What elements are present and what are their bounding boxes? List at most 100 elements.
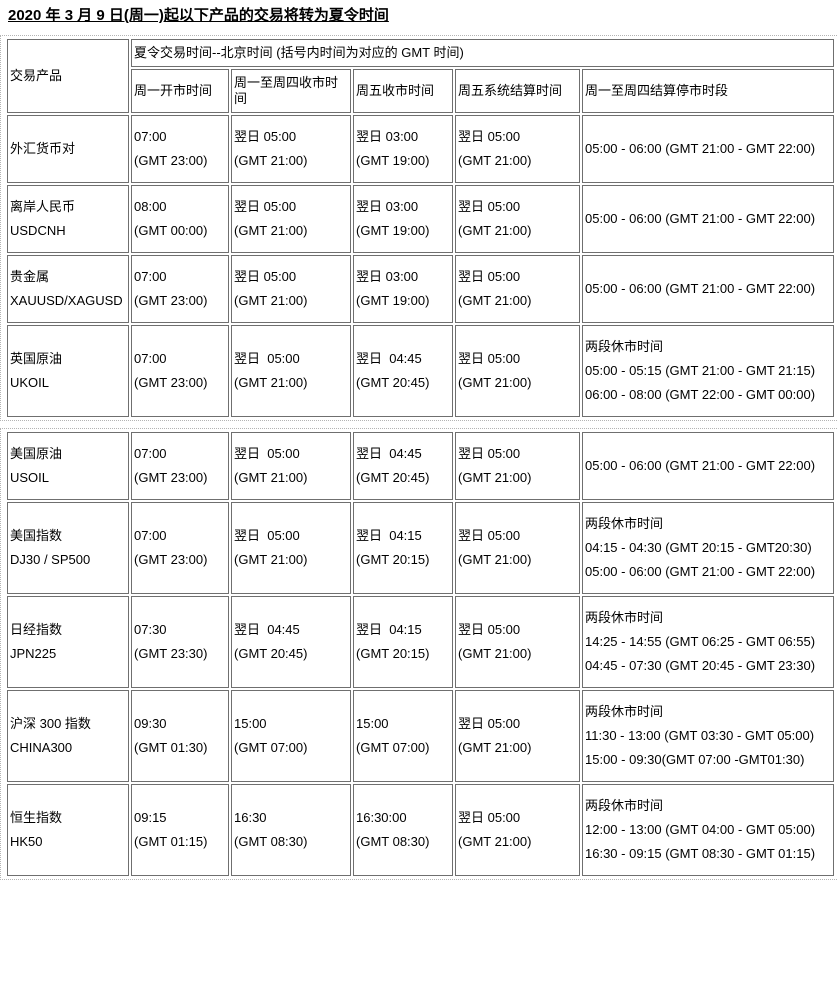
cell-line: 翌日 05:00 xyxy=(234,446,300,461)
table-row: 贵金属 XAUUSD/XAGUSD 07:00 (GMT 23:00) 翌日 05:00… xyxy=(7,255,834,323)
time-cell: 05:00 - 06:00 (GMT 21:00 - GMT 22:00) xyxy=(582,432,834,500)
cell-line: (GMT 08:30) xyxy=(356,834,430,849)
table-row: 美国原油 USOIL 07:00 (GMT 23:00) 翌日 05:00 (GMT 21… xyxy=(7,432,834,500)
cell-line: 04:45 - 07:30 (GMT 20:45 - GMT 23:30) xyxy=(585,658,816,673)
cell-line: (GMT 21:00) xyxy=(458,293,532,308)
time-cell: 05:00 - 06:00 (GMT 21:00 - GMT 22:00) xyxy=(582,255,834,323)
cell-line: 翌日 05:00 xyxy=(458,622,521,637)
cell-line: (GMT 00:00) xyxy=(134,223,208,238)
cell-line: 贵金属 xyxy=(10,269,50,284)
table-row: 离岸人民币 USDCNH 08:00 (GMT 00:00) 翌日 05:00 (GMT … xyxy=(7,185,834,253)
cell-line: 两段休市时间 xyxy=(585,798,664,813)
trading-hours-table-2: 美国原油 USOIL 07:00 (GMT 23:00) 翌日 05:00 (GMT 21… xyxy=(0,428,837,880)
time-cell: 翌日 05:00 (GMT 21:00) xyxy=(455,185,580,253)
cell-line: (GMT 19:00) xyxy=(356,223,430,238)
cell-line: 英国原油 xyxy=(10,351,63,366)
product-cell: 英国原油 UKOIL xyxy=(7,325,129,417)
time-cell: 翌日 05:00 (GMT 21:00) xyxy=(455,502,580,594)
cell-line: 翌日 05:00 xyxy=(458,716,521,731)
cell-line: 04:15 - 04:30 (GMT 20:15 - GMT20:30) xyxy=(585,540,812,555)
table-body-1: 外汇货币对 07:00 (GMT 23:00) 翌日 05:00 (GMT 21:00)… xyxy=(7,115,834,417)
cell-line: (GMT 21:00) xyxy=(234,470,308,485)
cell-line: 11:30 - 13:00 (GMT 03:30 - GMT 05:00) xyxy=(585,728,815,743)
product-cell: 美国指数 DJ30 / SP500 xyxy=(7,502,129,594)
time-cell: 两段休市时间 12:00 - 13:00 (GMT 04:00 - GMT 05:… xyxy=(582,784,834,876)
table-row: 恒生指数 HK50 09:15 (GMT 01:15) 16:30 (GMT 08:30)… xyxy=(7,784,834,876)
time-cell: 翌日 05:00 (GMT 21:00) xyxy=(455,784,580,876)
header-row-group: 交易产品 夏令交易时间--北京时间 (括号内时间为对应的 GMT 时间) xyxy=(7,39,834,113)
cell-line: 07:00 xyxy=(134,269,167,284)
trading-hours-table-1: 交易产品 夏令交易时间--北京时间 (括号内时间为对应的 GMT 时间) 周一开… xyxy=(0,35,837,421)
cell-line: 07:00 xyxy=(134,446,167,461)
time-cell: 07:00 (GMT 23:00) xyxy=(131,115,229,183)
cell-line: USOIL xyxy=(10,470,50,485)
cell-line: (GMT 20:15) xyxy=(356,646,430,661)
time-cell: 05:00 - 06:00 (GMT 21:00 - GMT 22:00) xyxy=(582,115,834,183)
time-cell: 两段休市时间 14:25 - 14:55 (GMT 06:25 - GMT 06:… xyxy=(582,596,834,688)
time-cell: 翌日 05:00 (GMT 21:00) xyxy=(455,596,580,688)
cell-line: 09:15 xyxy=(134,810,167,825)
cell-line: (GMT 21:00) xyxy=(234,375,308,390)
time-cell: 翌日 04:45 (GMT 20:45) xyxy=(353,325,453,417)
cell-line: XAUUSD/XAGUSD xyxy=(10,293,123,308)
cell-line: 翌日 04:15 xyxy=(356,528,422,543)
header-mon-thu-settlement-halt: 周一至周四结算停市时段 xyxy=(582,69,834,113)
time-cell: 翌日 05:00 (GMT 21:00) xyxy=(455,690,580,782)
cell-line: UKOIL xyxy=(10,375,50,390)
cell-line: 05:00 - 06:00 (GMT 21:00 - GMT 22:00) xyxy=(585,281,816,296)
time-cell: 翌日 05:00 (GMT 21:00) xyxy=(231,502,351,594)
cell-line: (GMT 21:00) xyxy=(458,375,532,390)
cell-line: (GMT 23:30) xyxy=(134,646,208,661)
table-row: 日经指数 JPN225 07:30 (GMT 23:30) 翌日 04:45 (GMT 2… xyxy=(7,596,834,688)
cell-line: (GMT 21:00) xyxy=(234,223,308,238)
time-cell: 09:15 (GMT 01:15) xyxy=(131,784,229,876)
table-row: 外汇货币对 07:00 (GMT 23:00) 翌日 05:00 (GMT 21:00)… xyxy=(7,115,834,183)
cell-line: CHINA300 xyxy=(10,740,73,755)
cell-line: 翌日 05:00 xyxy=(458,810,521,825)
cell-line: (GMT 23:00) xyxy=(134,552,208,567)
cell-line: 14:25 - 14:55 (GMT 06:25 - GMT 06:55) xyxy=(585,634,816,649)
cell-line: 翌日 03:00 xyxy=(356,269,419,284)
cell-line: 恒生指数 xyxy=(10,810,63,825)
cell-line: HK50 xyxy=(10,834,43,849)
cell-line: 两段休市时间 xyxy=(585,610,664,625)
cell-line: (GMT 01:30) xyxy=(134,740,208,755)
cell-line: 09:30 xyxy=(134,716,167,731)
cell-line: 07:00 xyxy=(134,351,167,366)
time-cell: 15:00 (GMT 07:00) xyxy=(231,690,351,782)
time-cell: 翌日 03:00 (GMT 19:00) xyxy=(353,255,453,323)
header-friday-close-time: 周五收市时间 xyxy=(353,69,453,113)
time-cell: 翌日 03:00 (GMT 19:00) xyxy=(353,115,453,183)
cell-line: (GMT 08:30) xyxy=(234,834,308,849)
time-cell: 07:00 (GMT 23:00) xyxy=(131,502,229,594)
cell-line: 日经指数 xyxy=(10,622,63,637)
cell-line: (GMT 20:15) xyxy=(356,552,430,567)
cell-line: 翌日 05:00 xyxy=(234,528,300,543)
time-cell: 两段休市时间 04:15 - 04:30 (GMT 20:15 - GMT20:3… xyxy=(582,502,834,594)
time-cell: 07:00 (GMT 23:00) xyxy=(131,255,229,323)
cell-line: (GMT 21:00) xyxy=(458,740,532,755)
cell-line: 翌日 05:00 xyxy=(234,199,297,214)
cell-line: (GMT 07:00) xyxy=(356,740,430,755)
cell-line: 翌日 05:00 xyxy=(458,528,521,543)
cell-line: 05:00 - 05:15 (GMT 21:00 - GMT 21:15) xyxy=(585,363,816,378)
time-cell: 翌日 05:00 (GMT 21:00) xyxy=(455,325,580,417)
cell-line: (GMT 21:00) xyxy=(458,223,532,238)
product-cell: 离岸人民币 USDCNH xyxy=(7,185,129,253)
cell-line: 15:00 - 09:30(GMT 07:00 -GMT01:30) xyxy=(585,752,805,767)
cell-line: 翌日 03:00 xyxy=(356,129,419,144)
header-monday-open-time: 周一开市时间 xyxy=(131,69,229,113)
time-cell: 15:00 (GMT 07:00) xyxy=(353,690,453,782)
cell-line: 翌日 04:45 xyxy=(356,351,422,366)
cell-line: (GMT 23:00) xyxy=(134,470,208,485)
page-title: 2020 年 3 月 9 日(周一)起以下产品的交易将转为夏令时间 xyxy=(8,7,389,24)
time-cell: 08:00 (GMT 00:00) xyxy=(131,185,229,253)
time-cell: 16:30:00 (GMT 08:30) xyxy=(353,784,453,876)
cell-line: 翌日 03:00 xyxy=(356,199,419,214)
cell-line: 05:00 - 06:00 (GMT 21:00 - GMT 22:00) xyxy=(585,564,816,579)
cell-line: 12:00 - 13:00 (GMT 04:00 - GMT 05:00) xyxy=(585,822,816,837)
cell-line: 翌日 04:45 xyxy=(356,446,422,461)
cell-line: 16:30 - 09:15 (GMT 08:30 - GMT 01:15) xyxy=(585,846,816,861)
time-cell: 两段休市时间 11:30 - 13:00 (GMT 03:30 - GMT 05:… xyxy=(582,690,834,782)
table-row: 英国原油 UKOIL 07:00 (GMT 23:00) 翌日 05:00 (GMT 21… xyxy=(7,325,834,417)
